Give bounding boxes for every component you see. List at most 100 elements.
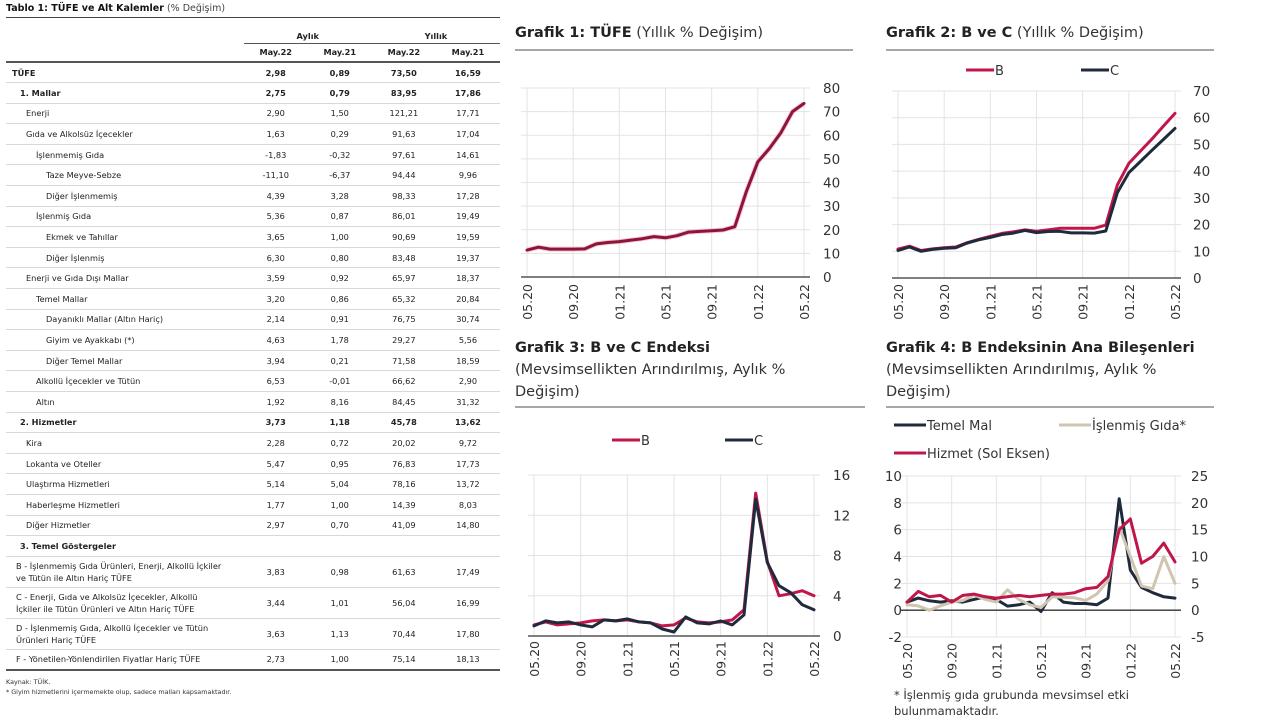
legend-label: Temel Mal: [926, 419, 992, 434]
cell-value: 121,21: [371, 103, 436, 125]
cell-value: 17,86: [435, 82, 500, 104]
chart-grafik4: -5 0 5 10 15 20 25 -2 0 2 4 6 8 10 05.20 09.20 01.21 05.2…: [886, 418, 1208, 679]
table-title: Tablo 1: TÜFE ve Alt Kalemler (% Değişim…: [6, 3, 500, 18]
cell-value: -11,10: [243, 164, 308, 187]
cell-value: 65,97: [371, 267, 436, 290]
cell-value: [243, 535, 308, 557]
row-label: Gıda ve Alkolsüz İçecekler: [6, 123, 244, 145]
cell-value: 1,63: [243, 123, 308, 145]
cell-value: 61,63: [371, 556, 436, 588]
cell-value: 18,37: [435, 267, 500, 290]
table-row: Kira 2,28 0,72 20,02 9,72: [6, 432, 500, 454]
table-row: C - Enerji, Gıda ve Alkolsüz İçecekler, …: [6, 587, 500, 619]
y-right-tick-label: 4: [833, 589, 842, 605]
y-right-tick-label: 70: [823, 105, 840, 121]
x-tick-label: 09.21: [1076, 284, 1091, 320]
x-tick-label: 05.22: [797, 284, 812, 320]
y-right-tick-label: 50: [1193, 137, 1210, 153]
cell-value: 1,00: [307, 226, 372, 248]
chart-grafik3: 0 4 8 12 16 05.20 09.20 01.21 05.21 09.21 01.22 05.…: [527, 434, 850, 677]
table-row: 1. Mallar 2,75 0,79 83,95 17,86: [6, 82, 500, 104]
cell-value: 0,89: [307, 62, 372, 84]
cell-value: 5,14: [243, 473, 308, 495]
table-notes: Kaynak: TÜİK. * Giyim hizmetlerini içerm…: [6, 677, 500, 697]
row-label: 2. Hizmetler: [6, 412, 244, 434]
chart-title-sub: (Mevsimsellikten Arındırılmış, Aylık % D…: [515, 362, 786, 400]
x-tick-label: 01.21: [612, 284, 627, 320]
cell-value: 2,98: [243, 62, 308, 84]
table-row: Ulaştırma Hizmetleri 5,14 5,04 78,16 13,72: [6, 473, 500, 495]
y-right-tick-label: 50: [823, 152, 840, 168]
footnote: * Giyim hizmetlerini içermemekte olup, s…: [6, 687, 232, 696]
table-row: 3. Temel Göstergeler: [6, 535, 500, 557]
x-tick-label: 09.21: [714, 641, 729, 677]
cell-value: 0,80: [307, 247, 372, 269]
cell-value: 90,69: [371, 226, 436, 248]
cell-value: 86,01: [371, 206, 436, 228]
x-tick-label: 05.21: [1030, 284, 1045, 320]
cell-value: 3,44: [243, 587, 308, 619]
cell-value: 94,44: [371, 164, 436, 187]
table-row: Ekmek ve Tahıllar 3,65 1,00 90,69 19,59: [6, 226, 500, 248]
row-label: İşlenmiş Gıda: [6, 206, 244, 228]
table-row: Diğer Temel Mallar 3,94 0,21 71,58 18,59: [6, 350, 500, 372]
chart-title-sub: (Yıllık % Değişim): [636, 25, 764, 41]
x-tick-label: 01.22: [1123, 643, 1138, 679]
legend-label: Hizmet (Sol Eksen): [927, 447, 1050, 462]
y-right-tick-label: 16: [833, 468, 850, 484]
x-tick-label: 05.22: [807, 641, 822, 677]
series-line-c: [896, 126, 1177, 253]
legend-label: C: [1110, 64, 1119, 79]
group-header-row: Aylık Yıllık: [6, 28, 500, 44]
table-row: Gıda ve Alkolsüz İçecekler 1,63 0,29 91,63 1…: [6, 123, 500, 145]
cell-value: 3,83: [243, 556, 308, 588]
cell-value: 18,59: [435, 350, 500, 372]
cpi-table: Aylık Yıllık May.22 May.21 May.22 May.21…: [6, 28, 500, 671]
cell-value: 13,62: [435, 412, 500, 434]
cell-value: [371, 535, 436, 557]
x-tick-label: 01.21: [989, 643, 1004, 679]
cell-value: 19,37: [435, 247, 500, 269]
cell-value: 0,29: [307, 123, 372, 145]
title-rule: [515, 49, 853, 51]
cell-value: 16,99: [435, 587, 500, 619]
cell-value: 4,39: [243, 185, 308, 207]
table-title-sub: (% Değişim): [166, 3, 226, 14]
y-left-tick-label: 6: [893, 523, 902, 539]
cell-value: 76,75: [371, 309, 436, 331]
chart-title: Grafik 4: B Endeksinin Ana Bileşenleri (…: [886, 337, 1196, 403]
row-label: Diğer İşlenmiş: [6, 247, 244, 269]
cell-value: 2,28: [243, 432, 308, 454]
cell-value: 84,45: [371, 391, 436, 413]
row-label: F - Yönetilen-Yönlendirilen Fiyatlar Har…: [6, 649, 244, 671]
cell-value: 5,04: [307, 473, 372, 495]
cell-value: 14,39: [371, 494, 436, 516]
y-right-tick-label: 15: [1191, 523, 1208, 539]
row-label: Enerji: [6, 103, 244, 125]
chart-footnote: * İşlenmiş gıda grubunda mevsimsel etki …: [894, 688, 1129, 718]
row-label: Diğer Hizmetler: [6, 515, 244, 537]
chart-title-bold: Grafik 3: B ve C Endeksi: [515, 340, 711, 356]
cell-value: 17,71: [435, 103, 500, 125]
y-right-tick-label: 20: [1193, 218, 1210, 234]
y-right-tick-label: 12: [833, 508, 850, 524]
chart-grafik2: 0 10 20 30 40 50 60 70 05.20 09.20 01.21 05.21 09.21…: [891, 64, 1210, 320]
chart-panel-grafik1: Grafik 1: TÜFE (Yıllık % Değişim) 0 10 20 3…: [515, 22, 855, 332]
cell-value: 97,61: [371, 144, 436, 166]
cell-value: 3,59: [243, 267, 308, 290]
cell-value: 66,62: [371, 370, 436, 392]
chart-panel-grafik2: Grafik 2: B ve C (Yıllık % Değişim) 0 10 2…: [886, 22, 1226, 332]
row-label: Haberleşme Hizmetleri: [6, 494, 244, 516]
x-tick-label: 05.21: [659, 284, 674, 320]
cell-value: 1,92: [243, 391, 308, 413]
cell-value: 75,14: [371, 649, 436, 671]
cell-value: 0,79: [307, 82, 372, 104]
series-line-t-fe: [525, 101, 806, 252]
cell-value: 2,90: [435, 370, 500, 392]
legend-label: C: [754, 434, 763, 449]
cell-value: 1,50: [307, 103, 372, 125]
y-right-tick-label: 10: [823, 246, 840, 262]
cell-value: 0,70: [307, 515, 372, 537]
chart-grafik1: 0 10 20 30 40 50 60 70 80 05.20 09.20 01.21 05.21 09.…: [520, 81, 840, 320]
cell-value: 0,95: [307, 453, 372, 475]
